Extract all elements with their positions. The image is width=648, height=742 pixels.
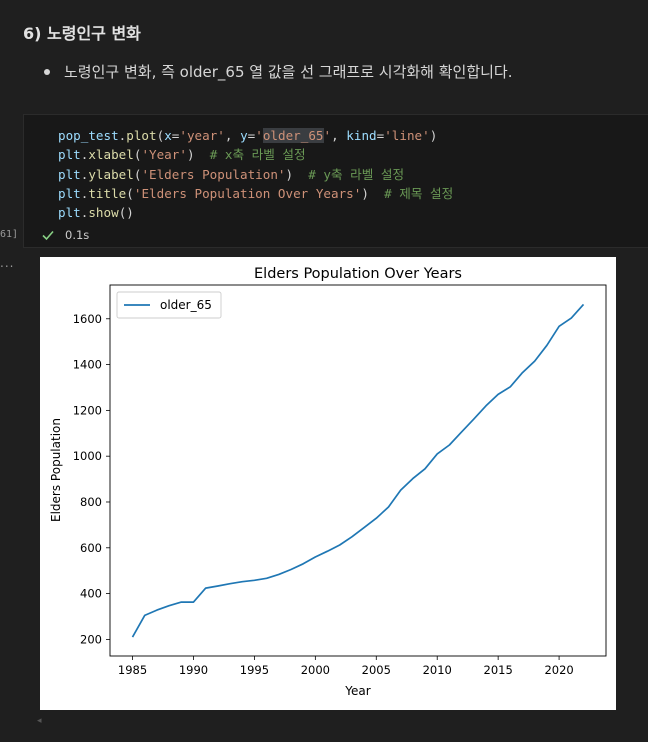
code-token: plt bbox=[58, 205, 81, 221]
code-token: 'Year' bbox=[141, 147, 187, 163]
code-token: () bbox=[118, 205, 134, 221]
plot-output: Elders Population Over Years Elders Popu… bbox=[40, 257, 616, 710]
code-token: 'Elders Population' bbox=[141, 166, 286, 182]
code-token: ) bbox=[285, 166, 294, 182]
code-token: ) bbox=[361, 185, 369, 201]
code-token: y bbox=[240, 128, 248, 143]
scroll-left-icon[interactable]: ◂ bbox=[37, 716, 42, 726]
x-tick-label: 1985 bbox=[118, 663, 147, 677]
code-token: plot bbox=[126, 128, 157, 143]
plot-frame bbox=[109, 284, 607, 657]
code-token: 'line' bbox=[384, 128, 430, 143]
x-tick-label: 2005 bbox=[362, 663, 391, 677]
markdown-bullet-item: 노령인구 변화, 즉 older_65 열 값을 선 그래프로 시각화해 확인합… bbox=[44, 61, 513, 82]
code-token: kind bbox=[346, 128, 377, 143]
code-token: ( bbox=[126, 185, 134, 201]
code-token: = bbox=[247, 128, 256, 143]
code-token: = bbox=[376, 128, 385, 143]
y-tick-label: 1000 bbox=[73, 449, 102, 463]
code-token: show bbox=[88, 205, 119, 221]
code-token: plt bbox=[58, 147, 81, 163]
x-tick-label: 2015 bbox=[484, 663, 513, 677]
code-token: older_65 bbox=[262, 128, 324, 143]
x-axis-label: Year bbox=[344, 684, 370, 698]
bullet-dot-icon bbox=[44, 68, 50, 75]
code-token: # y축 라벨 설정 bbox=[308, 166, 405, 182]
y-tick-label: 200 bbox=[80, 632, 102, 646]
y-tick-label: 800 bbox=[80, 495, 102, 509]
legend-box bbox=[116, 291, 222, 319]
y-tick-label: 1600 bbox=[73, 312, 102, 326]
code-line: plt.title('Elders Population Over Years'… bbox=[58, 184, 453, 203]
code-token bbox=[369, 186, 384, 201]
code-line: plt.ylabel('Elders Population') # y축 라벨 … bbox=[58, 165, 453, 184]
x-tick-label: 1990 bbox=[179, 663, 208, 677]
markdown-heading: 6) 노령인구 변화 bbox=[23, 24, 141, 43]
code-token: pop_test bbox=[58, 128, 119, 143]
code-token: . bbox=[80, 147, 89, 163]
chart-title: Elders Population Over Years bbox=[254, 266, 462, 282]
output-collapse-toggle[interactable]: ... bbox=[0, 256, 15, 270]
code-token: ) bbox=[429, 128, 438, 143]
code-token: . bbox=[80, 185, 89, 201]
code-editor[interactable]: pop_test.plot(x='year', y='older_65', ki… bbox=[58, 126, 453, 222]
y-tick-label: 1200 bbox=[73, 403, 102, 417]
code-token bbox=[195, 147, 210, 162]
x-tick-label: 2020 bbox=[544, 663, 573, 677]
x-tick-label: 2010 bbox=[423, 663, 452, 677]
code-token: , bbox=[224, 128, 241, 143]
code-token: ylabel bbox=[88, 166, 134, 182]
code-token: . bbox=[80, 205, 89, 221]
x-tick-label: 1995 bbox=[240, 663, 269, 677]
y-tick-label: 600 bbox=[80, 541, 102, 555]
code-token: plt bbox=[58, 185, 81, 201]
code-token: = bbox=[171, 128, 180, 143]
y-tick-label: 1400 bbox=[73, 358, 102, 372]
check-icon bbox=[42, 230, 54, 241]
code-token: . bbox=[118, 128, 127, 143]
code-token: title bbox=[88, 185, 127, 201]
y-tick-label: 400 bbox=[80, 587, 102, 601]
code-token: , bbox=[331, 128, 347, 143]
code-token: . bbox=[80, 166, 89, 182]
legend-label: older_65 bbox=[160, 298, 212, 312]
code-token: ) bbox=[186, 147, 195, 163]
bullet-text: 노령인구 변화, 즉 older_65 열 값을 선 그래프로 시각화해 확인합… bbox=[64, 63, 513, 81]
code-token: ' bbox=[255, 128, 263, 143]
execution-count: 61] bbox=[0, 229, 19, 240]
code-token: ( bbox=[156, 128, 165, 143]
code-token: ( bbox=[133, 147, 142, 163]
code-token: 'year' bbox=[179, 128, 225, 143]
code-token: xlabel bbox=[88, 147, 134, 163]
series-line-older_65 bbox=[131, 303, 585, 638]
code-line: plt.xlabel('Year') # x축 라벨 설정 bbox=[58, 145, 453, 164]
code-line: plt.show() bbox=[58, 203, 453, 222]
code-token: plt bbox=[58, 166, 81, 182]
execution-time: 0.1s bbox=[65, 228, 90, 242]
code-cell[interactable]: pop_test.plot(x='year', y='older_65', ki… bbox=[23, 114, 648, 248]
x-tick-label: 2000 bbox=[301, 663, 330, 677]
code-token: ( bbox=[133, 166, 142, 182]
code-token bbox=[293, 167, 308, 182]
y-axis-label: Elders Population bbox=[49, 418, 63, 522]
code-line: pop_test.plot(x='year', y='older_65', ki… bbox=[58, 126, 453, 145]
code-token: x bbox=[164, 128, 172, 143]
code-token: # 제목 설정 bbox=[384, 185, 454, 201]
code-token: ' bbox=[323, 128, 332, 143]
code-token: # x축 라벨 설정 bbox=[209, 147, 306, 163]
line-chart: Elders Population Over Years Elders Popu… bbox=[49, 266, 607, 698]
cell-status: 0.1s bbox=[41, 228, 89, 242]
code-token: 'Elders Population Over Years' bbox=[133, 185, 362, 201]
